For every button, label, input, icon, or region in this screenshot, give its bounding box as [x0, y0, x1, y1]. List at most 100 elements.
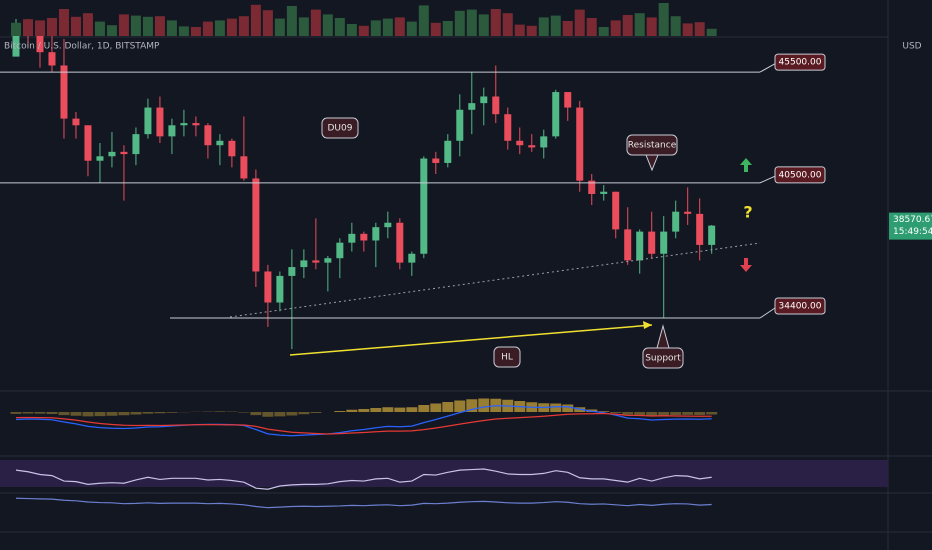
macd-histogram — [94, 412, 106, 417]
volume-bar — [346, 24, 357, 36]
volume-bar — [634, 13, 645, 36]
candle-body — [120, 151, 128, 155]
volume-bar — [34, 20, 45, 36]
macd-line — [15, 405, 712, 437]
candle-body — [696, 213, 704, 245]
candle-body — [48, 52, 56, 66]
macd-histogram — [622, 412, 634, 415]
macd-histogram — [394, 407, 406, 412]
volume-bar — [682, 23, 693, 36]
signal-line — [15, 412, 712, 435]
candle-body — [588, 180, 596, 194]
candle-body — [684, 211, 692, 214]
macd-histogram — [418, 405, 430, 412]
macd-histogram — [478, 398, 490, 412]
candle-body — [324, 258, 332, 263]
macd-histogram — [598, 411, 610, 412]
volume-bar — [190, 27, 201, 36]
volume-bar — [478, 14, 489, 36]
macd-histogram — [370, 408, 382, 412]
level-box — [774, 297, 826, 315]
candle-body — [360, 233, 368, 241]
volume-bar — [526, 25, 537, 36]
candle-body — [420, 158, 428, 254]
level-box — [774, 166, 826, 184]
volume-bar — [118, 14, 129, 36]
volume-bar — [142, 16, 153, 36]
macd-histogram — [406, 407, 418, 412]
candle-body — [384, 222, 392, 228]
annotation: Resistance — [628, 141, 677, 151]
candle-body — [372, 227, 380, 241]
macd-histogram — [142, 412, 154, 414]
volume-bar — [10, 22, 21, 36]
drawings — [229, 158, 761, 356]
candle-body — [60, 65, 68, 119]
volume-bar — [334, 18, 345, 36]
candle-body — [600, 191, 608, 194]
volume-bar — [418, 5, 429, 37]
candle-body — [96, 156, 104, 161]
macd-histogram — [298, 412, 310, 415]
labels: 45500.00 40500.00 34400.00 38570.67 15:49:54… — [321, 53, 932, 369]
volume-bar — [298, 17, 309, 36]
macd-histogram — [346, 409, 358, 412]
candle-body — [708, 225, 716, 245]
macd-histogram — [82, 412, 94, 417]
volume-bar — [706, 28, 717, 36]
candle-body — [480, 96, 488, 104]
candle-body — [168, 125, 176, 137]
candle-body — [276, 275, 284, 303]
annotation: HL — [501, 353, 513, 363]
candle-body — [504, 114, 512, 141]
macd-histogram — [334, 411, 346, 412]
last-price: 38570.67 — [893, 215, 932, 225]
candle-body — [492, 96, 500, 115]
macd-histogram — [670, 412, 682, 416]
indicator-line — [15, 468, 712, 490]
macd-histogram — [46, 412, 58, 414]
candle-body — [288, 267, 296, 276]
volume-bar — [490, 9, 501, 36]
annotation: ? — [743, 203, 752, 222]
arrow-head — [643, 321, 652, 329]
volume-bar — [286, 6, 297, 36]
candle-body — [132, 134, 140, 155]
marks — [0, 3, 888, 509]
macd-histogram — [658, 412, 670, 416]
volume-bar — [454, 10, 465, 37]
candle-body — [660, 231, 668, 254]
volume-bar — [406, 21, 417, 36]
volume-bar — [694, 22, 705, 36]
trend-line — [229, 242, 761, 318]
candle-body — [672, 211, 680, 232]
volume-bar — [502, 13, 513, 36]
macd-histogram — [562, 404, 574, 412]
macd-histogram — [262, 412, 274, 417]
volume-bar — [622, 15, 633, 36]
candle-body — [564, 92, 572, 108]
volume-bar — [574, 9, 585, 36]
macd-histogram — [274, 412, 286, 417]
candle-body — [312, 260, 320, 263]
candle-body — [408, 253, 416, 263]
macd-histogram — [646, 412, 658, 416]
candle-body — [36, 32, 44, 53]
macd-histogram — [22, 412, 34, 414]
volume-bar — [610, 20, 621, 36]
volume-bar — [382, 18, 393, 36]
macd-histogram — [70, 412, 82, 416]
annotation-box — [321, 117, 359, 139]
volume-bar — [310, 9, 321, 36]
candle-body — [552, 92, 560, 137]
volume-bar — [274, 18, 285, 36]
macd-histogram — [358, 409, 370, 412]
candle-body — [432, 158, 440, 163]
macd-histogram — [106, 412, 118, 416]
candle-body — [264, 271, 272, 303]
volume-bar — [130, 15, 141, 36]
macd-histogram — [154, 412, 166, 414]
